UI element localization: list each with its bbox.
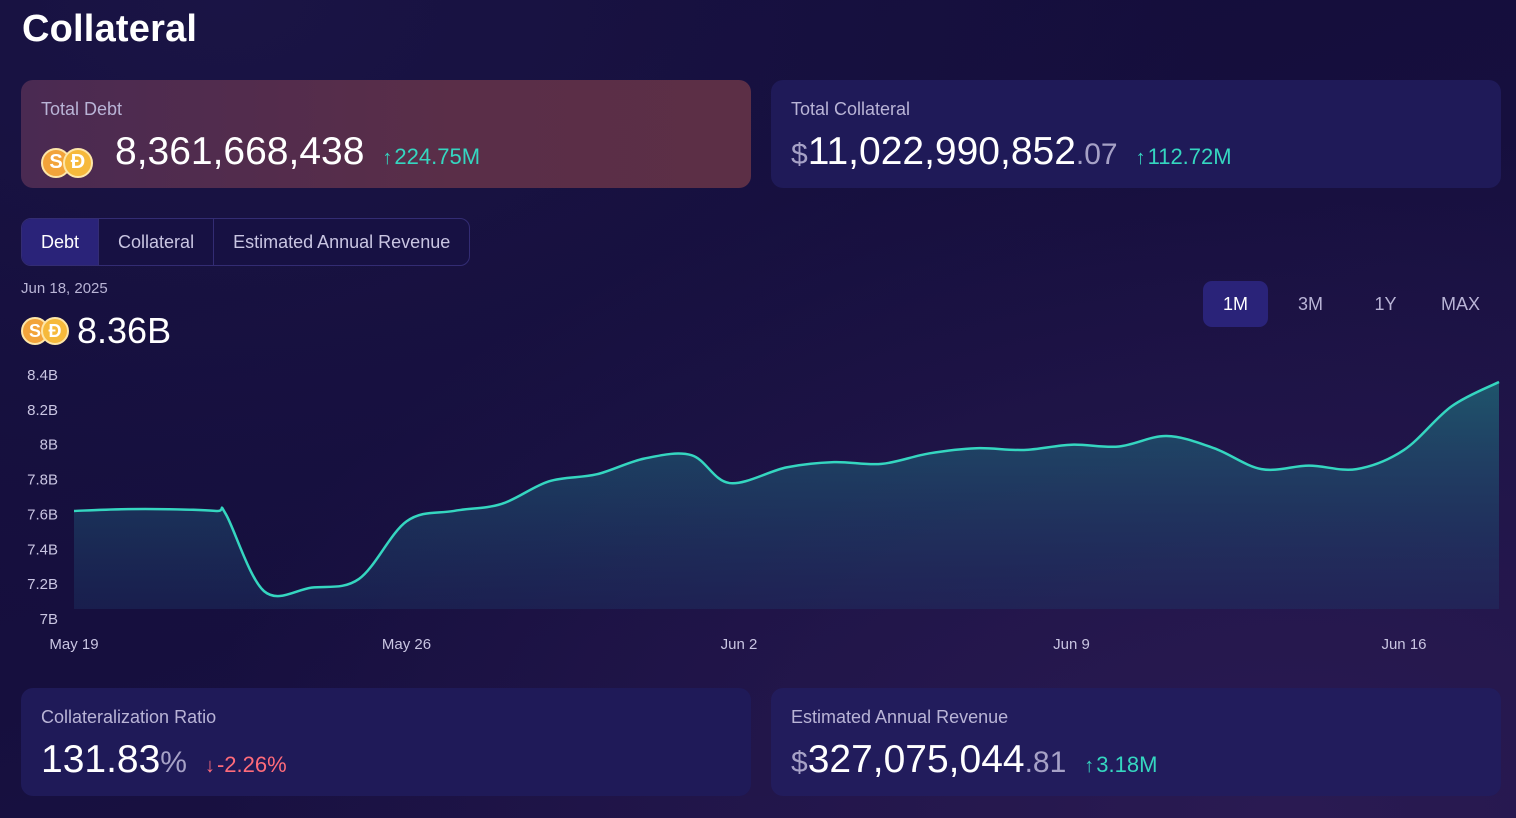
y-tick-label: 7B [40, 611, 58, 628]
y-tick-label: 7.6B [27, 506, 58, 523]
stablecoin-icons: S Đ [41, 147, 93, 178]
total-collateral-label: Total Collateral [791, 99, 911, 119]
chart-value-row: S Đ 8.36B [21, 310, 171, 352]
arrow-down-icon: ↓ [204, 755, 215, 777]
range-1m-button[interactable]: 1M [1203, 281, 1268, 327]
debt-series-line [73, 380, 1500, 598]
debt-area-fill [74, 381, 1499, 609]
estimated-annual-revenue-decimals: .81 [1024, 746, 1067, 779]
total-debt-value: 8,361,668,438 [115, 130, 365, 173]
arrow-up-icon: ↑ [382, 147, 393, 169]
arrow-up-icon: ↑ [1135, 147, 1146, 169]
estimated-annual-revenue-value-row: $ 327,075,044 .81 ↑3.18M [791, 738, 1157, 782]
collateralization-ratio-label: Collateralization Ratio [41, 707, 217, 727]
debt-area-chart[interactable]: 8.4B 8.2B 8B 7.8B 7.6B 7.4B 7.2B 7B May 19 May 2… [0, 360, 1516, 660]
estimated-annual-revenue-label: Estimated Annual Revenue [791, 707, 1009, 727]
total-collateral-decimals: .07 [1075, 138, 1118, 171]
stablecoin-icons: S Đ [21, 317, 69, 345]
percent-unit: % [160, 746, 187, 779]
x-tick-label: May 19 [49, 636, 98, 653]
arrow-up-icon: ↑ [1084, 755, 1095, 777]
collateralization-ratio-value: 131.83 [41, 738, 161, 781]
total-collateral-card: Total Collateral $ 11,022,990,852 .07 ↑1… [771, 80, 1501, 188]
time-range-selector: 1M 3M 1Y MAX [1203, 281, 1493, 327]
collateralization-ratio-card: Collateralization Ratio 131.83 % ↓-2.26% [21, 688, 751, 796]
d-coin-icon: Đ [63, 147, 93, 178]
total-collateral-change: ↑112.72M [1136, 144, 1232, 170]
chart-date: Jun 18, 2025 [21, 280, 108, 297]
y-tick-label: 8B [40, 437, 58, 454]
y-tick-label: 8.2B [27, 402, 58, 419]
estimated-annual-revenue-value: 327,075,044 [807, 738, 1025, 781]
collateralization-ratio-change-value: -2.26% [216, 752, 287, 777]
total-debt-change-value: 224.75M [394, 144, 481, 169]
range-1y-button[interactable]: 1Y [1374, 294, 1397, 314]
page-title: Collateral [22, 8, 198, 50]
metric-tabs: Debt Collateral Estimated Annual Revenue [21, 218, 471, 266]
collateralization-ratio-change: ↓-2.26% [205, 752, 287, 778]
tab-estimated-annual-revenue[interactable]: Estimated Annual Revenue [233, 232, 451, 252]
currency-symbol: $ [791, 746, 808, 779]
chart-current-value: 8.36B [77, 310, 172, 351]
range-3m-button[interactable]: 3M [1297, 294, 1323, 314]
estimated-annual-revenue-change: ↑3.18M [1084, 752, 1157, 778]
y-axis: 8.4B 8.2B 8B 7.8B 7.6B 7.4B 7.2B 7B [27, 367, 58, 628]
total-collateral-change-value: 112.72M [1147, 144, 1232, 169]
estimated-annual-revenue-card: Estimated Annual Revenue $ 327,075,044 .… [771, 688, 1501, 796]
total-collateral-value-row: $ 11,022,990,852 .07 ↑112.72M [791, 130, 1232, 174]
x-tick-label: May 26 [382, 636, 431, 653]
y-tick-label: 7.4B [27, 541, 58, 558]
d-coin-icon: Đ [41, 317, 69, 345]
y-tick-label: 7.8B [27, 472, 58, 489]
currency-symbol: $ [791, 138, 808, 171]
tab-collateral[interactable]: Collateral [99, 219, 215, 265]
estimated-annual-revenue-change-value: 3.18M [1096, 752, 1158, 777]
total-debt-change: ↑224.75M [382, 144, 480, 170]
x-tick-label: Jun 9 [1053, 636, 1090, 653]
tab-debt[interactable]: Debt [22, 219, 100, 265]
x-axis: May 19 May 26 Jun 2 Jun 9 Jun 16 [49, 636, 1426, 653]
total-debt-value-row: S Đ 8,361,668,438 ↑224.75M [41, 130, 480, 178]
total-debt-label: Total Debt [41, 99, 123, 119]
y-tick-label: 7.2B [27, 576, 58, 593]
range-max-button[interactable]: MAX [1440, 294, 1480, 314]
x-tick-label: Jun 2 [721, 636, 758, 653]
total-debt-card: Total Debt S Đ 8,361,668,438 ↑224.75M [21, 80, 751, 188]
x-tick-label: Jun 16 [1381, 636, 1426, 653]
total-collateral-value: 11,022,990,852 [807, 130, 1076, 173]
y-tick-label: 8.4B [27, 367, 58, 384]
collateralization-ratio-value-row: 131.83 % ↓-2.26% [41, 738, 287, 782]
